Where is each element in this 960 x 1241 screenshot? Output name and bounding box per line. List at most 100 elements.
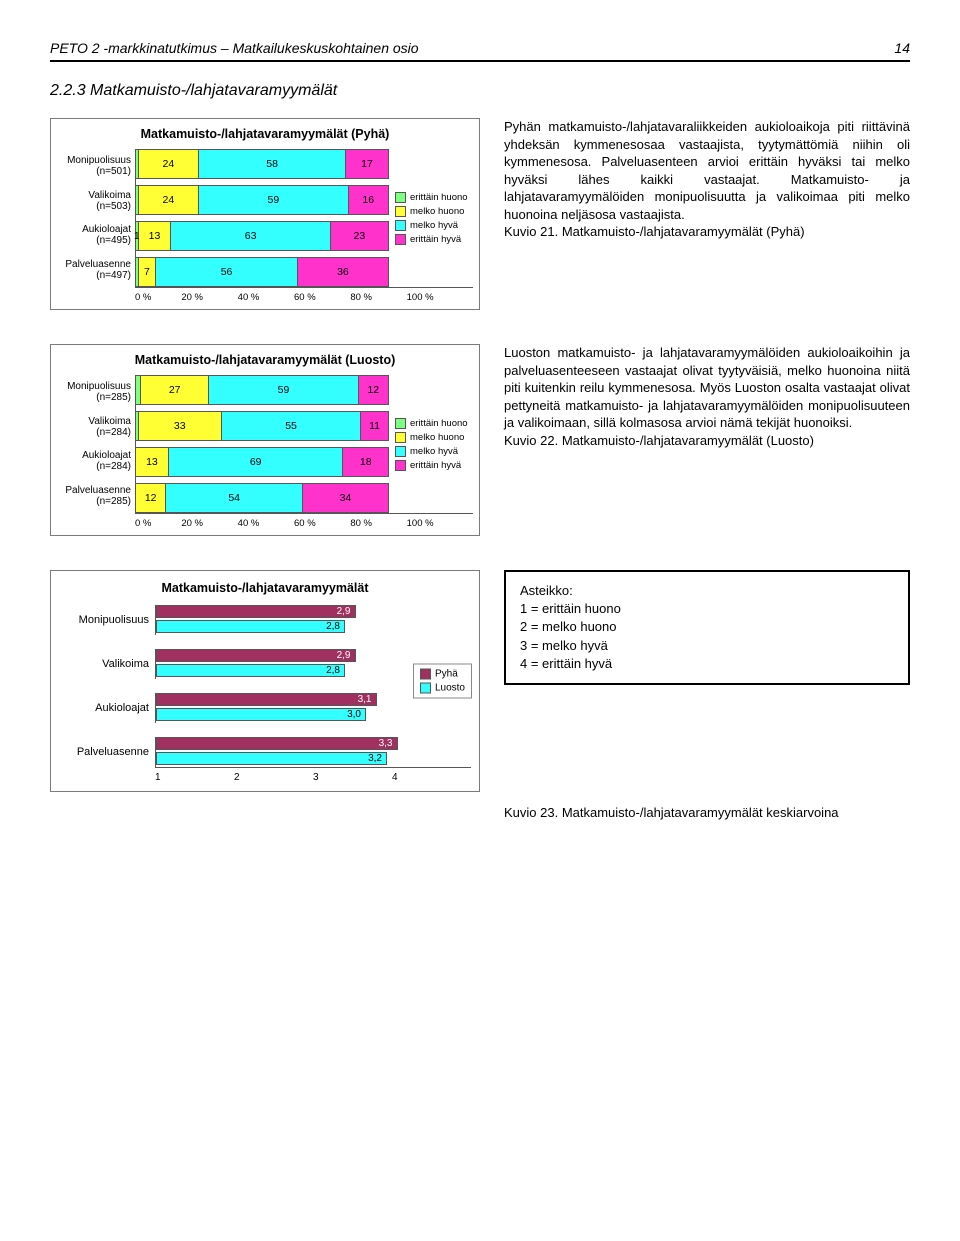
chart2-ylabels: Monipuolisuus(n=285)Valikoima(n=284)Auki…	[57, 375, 135, 513]
legend-item: melko hyvä	[395, 220, 473, 231]
bar-segment: 24	[139, 149, 200, 179]
bar-row: 275912	[136, 375, 389, 405]
ylabel: Valikoima(n=503)	[57, 190, 131, 212]
chart3-row: Monipuolisuus2,92,8	[59, 605, 471, 635]
xtick: 100 %	[417, 514, 473, 529]
bar-row: 75636	[136, 257, 389, 287]
bar-row: 1136323	[136, 221, 389, 251]
chart3-bar-luosto: 3,0	[156, 708, 366, 721]
bar-segment: 59	[199, 185, 348, 215]
bar-row: 245916	[136, 185, 389, 215]
bar-segment: 24	[139, 185, 200, 215]
legend-label: melko huono	[410, 432, 464, 443]
chart3-bar-luosto: 2,8	[156, 620, 345, 633]
kuvio2: Kuvio 22. Matkamuisto-/lahjatavaramyymäl…	[504, 432, 910, 450]
kuvio3: Kuvio 23. Matkamuisto-/lahjatavaramyymäl…	[504, 805, 910, 820]
bar-segment: 58	[199, 149, 346, 179]
para1-col: Pyhän matkamuisto-/lahjatavaraliikkeiden…	[504, 118, 910, 310]
chart3-xtick: 4	[392, 768, 471, 783]
bar-segment: 27	[141, 375, 209, 405]
chart3-ylabel: Monipuolisuus	[59, 614, 155, 626]
legend-label: Pyhä	[435, 669, 458, 680]
kuvio1: Kuvio 21. Matkamuisto-/lahjatavaramyymäl…	[504, 223, 910, 241]
bar-segment: 59	[209, 375, 358, 405]
bar-row: 335511	[136, 411, 389, 441]
section-title: 2.2.3 Matkamuisto-/lahjatavaramyymälät	[50, 82, 910, 100]
chart1-title: Matkamuisto-/lahjatavaramyymälät (Pyhä)	[57, 127, 473, 141]
scale-l2: 2 = melko huono	[520, 618, 894, 636]
legend-swatch	[395, 418, 406, 429]
legend-swatch	[395, 460, 406, 471]
bar-segment: 16	[349, 185, 389, 215]
bar-row: 136918	[136, 447, 389, 477]
chart3-bar-pyha: 3,3	[156, 737, 398, 750]
chart3-bars: 2,92,8	[155, 605, 471, 635]
chart3-xtick: 2	[234, 768, 313, 783]
bar-segment: 56	[156, 257, 298, 287]
ylabel: Valikoima(n=284)	[57, 416, 131, 438]
chart3-bars: 3,33,2	[155, 737, 471, 767]
chart3-ylabel: Aukioloajat	[59, 702, 155, 714]
legend-item: erittäin huono	[395, 418, 473, 429]
legend-label: erittäin huono	[410, 192, 468, 203]
legend-label: melko huono	[410, 206, 464, 217]
chart1: Matkamuisto-/lahjatavaramyymälät (Pyhä) …	[50, 118, 480, 310]
bar-segment: 23	[331, 221, 389, 251]
ylabel: Palveluasenne(n=497)	[57, 259, 131, 281]
ylabel: Aukioloajat(n=495)	[57, 224, 131, 246]
chart3-row: Valikoima2,92,8	[59, 649, 471, 679]
chart2-title: Matkamuisto-/lahjatavaramyymälät (Luosto…	[57, 353, 473, 367]
para2-col: Luoston matkamuisto- ja lahjatavara­myym…	[504, 344, 910, 536]
page-header: PETO 2 -markkinatutkimus – Matkailukesku…	[50, 40, 910, 56]
chart2-bars: 275912 335511 136918 125434	[135, 375, 389, 513]
legend-swatch	[420, 669, 431, 680]
chart2-xaxis: 0 %20 %40 %60 %80 %100 %	[135, 513, 473, 529]
chart3-legend-item: Luosto	[420, 683, 465, 694]
legend-item: melko huono	[395, 432, 473, 443]
chart2: Matkamuisto-/lahjatavaramyymälät (Luosto…	[50, 344, 480, 536]
legend-label: melko hyvä	[410, 220, 458, 231]
chart3-bar-luosto: 3,2	[156, 752, 387, 765]
row-chart1: Matkamuisto-/lahjatavaramyymälät (Pyhä) …	[50, 118, 910, 310]
ylabel: Monipuolisuus(n=501)	[57, 155, 131, 177]
row-chart3: Matkamuisto-/lahjatavaramyymälät Monipuo…	[50, 570, 910, 820]
bar-segment: 13	[139, 221, 172, 251]
bar-segment: 63	[171, 221, 330, 251]
scale-l3: 3 = melko hyvä	[520, 637, 894, 655]
chart1-bars: 245817245916113632375636	[135, 149, 389, 287]
chart3-row: Aukioloajat3,13,0	[59, 693, 471, 723]
legend-item: melko huono	[395, 206, 473, 217]
chart3-legend-item: Pyhä	[420, 669, 465, 680]
chart2-legend: erittäin huonomelko huonomelko hyväeritt…	[395, 375, 473, 513]
para2: Luoston matkamuisto- ja lahjatavara­myym…	[504, 344, 910, 432]
legend-swatch	[420, 683, 431, 694]
legend-swatch	[395, 234, 406, 245]
chart1-legend: erittäin huono melko huono melko hyvä eritt…	[395, 149, 473, 287]
legend-swatch	[395, 432, 406, 443]
chart3: Matkamuisto-/lahjatavaramyymälät Monipuo…	[50, 570, 480, 792]
ylabel: Monipuolisuus(n=285)	[57, 381, 131, 403]
legend-swatch	[395, 206, 406, 217]
chart3-bar-pyha: 2,9	[156, 649, 356, 662]
bar-row: 245817	[136, 149, 389, 179]
bar-segment: 18	[343, 447, 389, 477]
legend-label: erittäin hyvä	[410, 234, 461, 245]
xtick: 100 %	[417, 288, 473, 303]
legend-swatch	[395, 192, 406, 203]
chart3-rows: Monipuolisuus2,92,8Valikoima2,92,8Aukiol…	[59, 605, 471, 767]
chart3-ylabel: Palveluasenne	[59, 746, 155, 758]
bar-segment: 7	[139, 257, 157, 287]
legend-label: erittäin huono	[410, 418, 468, 429]
bar-segment: 13	[136, 447, 169, 477]
header-rule	[50, 60, 910, 62]
header-page-number: 14	[894, 40, 910, 56]
bar-segment: 17	[346, 149, 389, 179]
chart3-bar-pyha: 2,9	[156, 605, 356, 618]
chart3-bar-luosto: 2,8	[156, 664, 345, 677]
row-chart2: Matkamuisto-/lahjatavaramyymälät (Luosto…	[50, 344, 910, 536]
chart3-legend: Pyhä Luosto	[413, 664, 472, 699]
scale-box: Asteikko: 1 = erittäin huono 2 = melko h…	[504, 570, 910, 685]
bar-segment: 69	[169, 447, 344, 477]
bar-row: 125434	[136, 483, 389, 513]
chart1-ylabels: Monipuolisuus(n=501) Valikoima(n=503) Auki…	[57, 149, 135, 287]
